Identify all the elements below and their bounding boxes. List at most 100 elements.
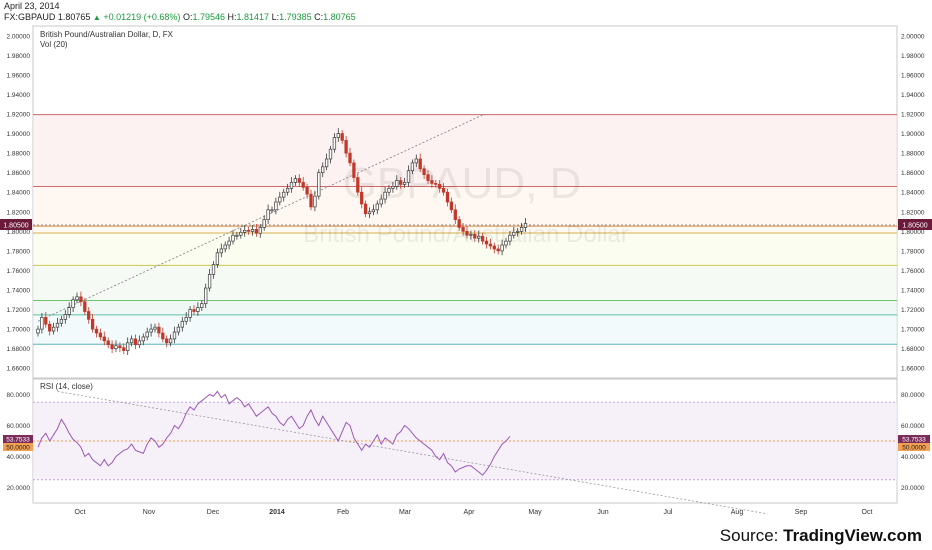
candle-body (399, 180, 403, 185)
candle-body (51, 326, 56, 332)
candle-body (184, 317, 188, 322)
candle-body (145, 331, 149, 338)
candle-body (340, 133, 344, 141)
candle-body (360, 191, 364, 205)
rsi-tick-label-left: 60.0000 (7, 423, 31, 430)
candle-body (441, 187, 446, 193)
candle-body (371, 209, 376, 213)
candle-body (418, 158, 422, 170)
candle-body (324, 158, 329, 168)
rsi-axis-left: 80.0000 60.0000 40.0000 20.0000 (7, 392, 31, 492)
time-tick-label: Aug (731, 509, 744, 516)
candle-body (430, 180, 434, 184)
candle-body (126, 342, 130, 351)
price-tick-label-left: 1.94000 (7, 92, 31, 99)
candle-body (106, 340, 110, 346)
candle-body (438, 184, 442, 189)
price-tick-label-right: 1.92000 (901, 112, 925, 119)
last-price: 1.80765 (57, 12, 91, 22)
rsi-tick-label-right: 40.0000 (901, 454, 925, 461)
rsi-tick-label-right: 80.0000 (901, 392, 925, 399)
fib-band (33, 300, 897, 315)
candle-body (453, 209, 457, 220)
candle-body (83, 301, 87, 312)
price-tick-label-right: 1.86000 (901, 170, 925, 177)
time-tick-label: 2014 (269, 509, 285, 516)
candle-body (239, 231, 243, 236)
candle-body (516, 230, 520, 233)
price-tick-label-right: 1.94000 (901, 92, 925, 99)
quote-line: FX:GBPAUD 1.80765 ▲ +0.01219 (+0.68%) O:… (4, 12, 356, 22)
candle-body (477, 235, 481, 239)
time-tick-label: Oct (75, 509, 86, 516)
candle-body (449, 201, 454, 211)
time-axis: Oct Nov Dec 2014 Feb Mar Apr May Jun Jul Aug Sep Oct (75, 509, 873, 516)
candle-body (402, 182, 407, 185)
candle-body (305, 186, 309, 195)
candle-body (519, 227, 524, 232)
low-value: 1.79385 (279, 12, 312, 22)
up-arrow-icon: ▲ (92, 13, 101, 22)
price-tick-label-right: 1.68000 (901, 346, 925, 353)
fib-band (33, 232, 897, 266)
candle-body (406, 170, 411, 183)
candle-body (508, 234, 512, 242)
price-tick-label-right: 1.70000 (901, 327, 925, 334)
rsi-mid-badge-right (898, 443, 930, 451)
candle-body (129, 338, 134, 344)
candle-body (266, 209, 270, 220)
candle-body (301, 182, 305, 188)
candle-body (293, 178, 298, 183)
last-price-marker: 1.80500 1.80500 (0, 219, 932, 230)
rsi-badge-right (898, 435, 930, 443)
price-tick-label-left: 2.00000 (7, 33, 31, 40)
candle-body (215, 252, 220, 265)
rsi-line (37, 390, 511, 476)
last-price-badge-right (898, 219, 932, 230)
price-tick-label-right: 1.84000 (901, 190, 925, 197)
time-tick-label: Sep (795, 509, 808, 516)
candle-body (157, 326, 161, 334)
symbol: FX:GBPAUD (4, 12, 56, 22)
candle-body (258, 227, 262, 234)
time-tick-label: Feb (337, 509, 349, 516)
last-price-label-left: 1.80500 (3, 223, 28, 230)
candle-body (469, 233, 473, 236)
rsi-trendline (57, 391, 768, 515)
price-tick-label-left: 1.80000 (7, 229, 31, 236)
candle-body (254, 229, 259, 234)
candle-body (79, 296, 83, 303)
candle-body (434, 183, 438, 185)
candle-body (422, 168, 426, 175)
candle-body (98, 332, 103, 338)
candle-body (473, 233, 477, 239)
candle-body (414, 158, 418, 164)
candle-body (504, 240, 508, 246)
price-tick-label-left: 1.96000 (7, 72, 31, 79)
rsi-trendline (57, 391, 768, 515)
candle-body (328, 148, 333, 160)
rsi-markers: 53.7533 50.0000 53.7533 50.0000 (3, 435, 930, 452)
price-tick-label-right: 1.90000 (901, 131, 925, 138)
price-tick-label-left: 1.78000 (7, 248, 31, 255)
candle-body (250, 229, 255, 232)
rsi-tick-label-right: 60.0000 (901, 423, 925, 430)
candle-body (87, 311, 91, 320)
time-tick-label: Dec (207, 509, 220, 516)
close-label: C: (314, 12, 324, 22)
source-label: Source: (719, 526, 779, 545)
candle-body (332, 137, 337, 150)
candle-body (161, 332, 165, 340)
candles (36, 128, 528, 356)
candle-body (59, 318, 64, 324)
candle-body (243, 230, 247, 233)
price-tick-label-right: 1.76000 (901, 268, 925, 275)
price-tick-label-right: 1.74000 (901, 288, 925, 295)
price-tick-label-right: 1.66000 (901, 366, 925, 373)
price-tick-label-left: 1.66000 (7, 366, 31, 373)
candle-body (484, 240, 489, 245)
candle-body (188, 309, 192, 318)
fib-band (33, 186, 897, 227)
candle-body (94, 328, 99, 334)
